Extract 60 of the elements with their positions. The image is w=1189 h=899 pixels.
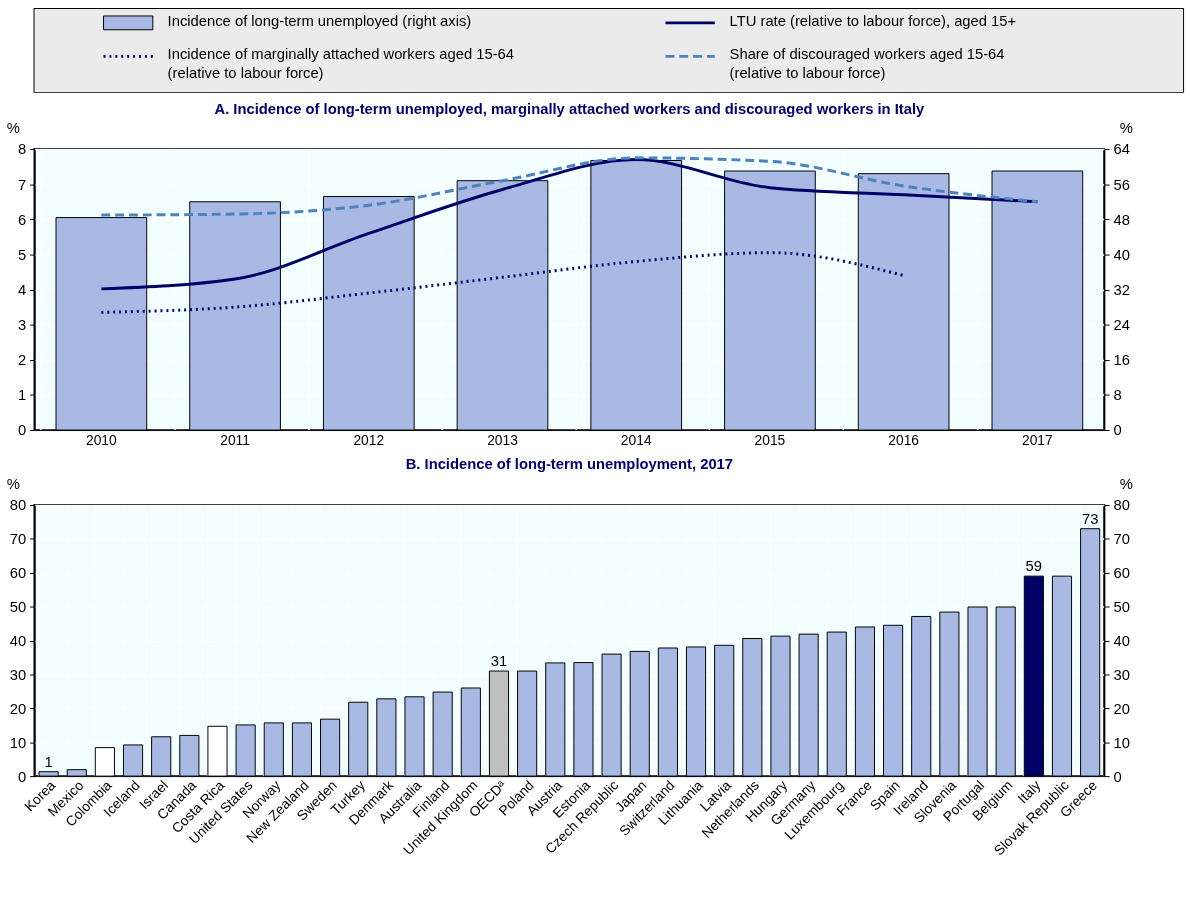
y2-tick-label: 30 bbox=[1113, 666, 1131, 683]
y-tick-label: 7 bbox=[17, 176, 27, 193]
y-tick-label: 40 bbox=[9, 632, 27, 649]
y2-tick-label: 0 bbox=[1113, 422, 1122, 439]
line-series bbox=[99, 156, 1039, 217]
chart-title: A. Incidence of long-term unemployed, marginally attached workers and discouraged workers in Italy bbox=[214, 100, 926, 117]
legend-label: Incidence of long-term unemployed (right axis) bbox=[167, 12, 472, 29]
y-tick-label: 0 bbox=[17, 768, 27, 785]
x-tick-label: 2014 bbox=[620, 433, 652, 449]
y-tick-label: 20 bbox=[9, 700, 27, 717]
data-label: 73 bbox=[1081, 510, 1099, 527]
y2-tick-label: 16 bbox=[1113, 352, 1131, 369]
y-tick-label: 8 bbox=[17, 141, 27, 158]
legend-label: Share of discouraged workers aged 15-64 (relative to labour force) bbox=[729, 46, 1005, 82]
y-tick-label: 1 bbox=[17, 387, 27, 404]
x-tick-label: 2017 bbox=[1022, 433, 1053, 449]
y2-axis-title: % bbox=[1119, 119, 1133, 136]
y2-tick-label: 56 bbox=[1113, 176, 1131, 193]
y-axis-title: % bbox=[6, 119, 20, 136]
y2-axis-title: % bbox=[1119, 475, 1133, 492]
y-tick-label: 70 bbox=[9, 531, 27, 548]
y2-tick-label: 24 bbox=[1113, 317, 1131, 334]
y-tick-label: 0 bbox=[17, 422, 27, 439]
y2-tick-label: 8 bbox=[1113, 387, 1122, 404]
y2-tick-label: 50 bbox=[1113, 599, 1131, 616]
x-tick-label: 2013 bbox=[487, 433, 519, 449]
y-axis-title: % bbox=[6, 475, 20, 492]
y-tick-label: 3 bbox=[17, 317, 27, 334]
y-tick-label: 6 bbox=[17, 211, 27, 228]
y2-tick-label: 80 bbox=[1113, 497, 1131, 514]
y2-tick-label: 20 bbox=[1113, 700, 1131, 717]
y-tick-label: 4 bbox=[17, 281, 27, 298]
y2-tick-label: 40 bbox=[1113, 632, 1131, 649]
y-tick-label: 80 bbox=[9, 497, 27, 514]
data-label: 1 bbox=[44, 753, 53, 770]
data-label: 59 bbox=[1025, 558, 1043, 575]
chart-title: B. Incidence of long-term unemployment, 2017 bbox=[405, 456, 734, 473]
x-tick-label: 2010 bbox=[86, 433, 118, 449]
y-tick-label: 50 bbox=[9, 599, 27, 616]
data-label: 31 bbox=[490, 653, 508, 670]
legend-label: Incidence of marginally attached workers aged 15-64 (relative to labour force) bbox=[167, 46, 514, 82]
y-tick-label: 10 bbox=[9, 734, 27, 751]
y2-tick-label: 64 bbox=[1113, 141, 1131, 158]
x-tick-label: 2015 bbox=[754, 433, 786, 449]
y2-tick-label: 70 bbox=[1113, 531, 1131, 548]
x-tick-label: 2016 bbox=[888, 433, 920, 449]
y2-tick-label: 40 bbox=[1113, 246, 1131, 263]
y2-tick-label: 0 bbox=[1113, 768, 1122, 785]
legend-label: LTU rate (relative to labour force), aged 15+ bbox=[729, 12, 1017, 29]
line-series bbox=[99, 251, 906, 314]
y-tick-label: 30 bbox=[9, 666, 27, 683]
y-tick-label: 5 bbox=[17, 246, 27, 263]
y2-tick-label: 60 bbox=[1113, 565, 1131, 582]
y2-tick-label: 10 bbox=[1113, 734, 1131, 751]
y2-tick-label: 32 bbox=[1113, 281, 1131, 298]
y2-tick-label: 48 bbox=[1113, 211, 1131, 228]
x-tick-label: 2011 bbox=[220, 433, 250, 449]
y-tick-label: 60 bbox=[9, 565, 27, 582]
x-tick-label: 2012 bbox=[353, 433, 385, 449]
y-tick-label: 2 bbox=[17, 352, 27, 369]
